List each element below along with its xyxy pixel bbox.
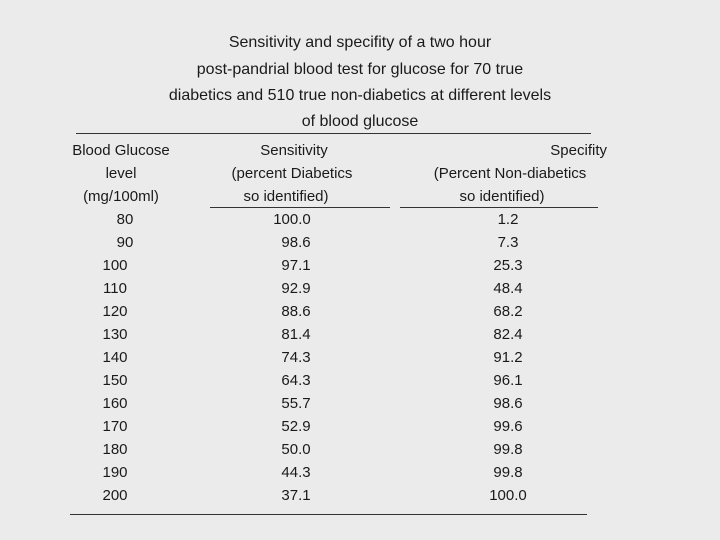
title-line: of blood glucose: [301, 113, 419, 130]
sensitivity-cell: 37.1: [281, 487, 311, 504]
glucose-cell: 200: [102, 487, 128, 504]
specificity-cell: 1.2: [497, 211, 519, 228]
glucose-cell: 140: [102, 349, 128, 366]
glucose-cell: 150: [102, 372, 128, 389]
header-specificity: Specifity: [550, 142, 607, 159]
glucose-cell: 160: [102, 395, 128, 412]
specificity-cell: 82.4: [493, 326, 523, 343]
specificity-cell: 91.2: [493, 349, 523, 366]
header-specificity: so identified): [459, 188, 545, 205]
header-glucose: level: [105, 165, 137, 182]
header-rule-specificity: [400, 207, 598, 208]
specificity-cell: 99.6: [493, 418, 523, 435]
glucose-cell: 170: [102, 418, 128, 435]
specificity-cell: 96.1: [493, 372, 523, 389]
sensitivity-cell: 88.6: [281, 303, 311, 320]
glucose-cell: 190: [102, 464, 128, 481]
sensitivity-cell: 98.6: [281, 234, 311, 251]
glucose-cell: 110: [103, 280, 127, 297]
header-glucose: Blood Glucose: [72, 142, 170, 159]
specificity-cell: 100.0: [489, 487, 527, 504]
header-glucose: (mg/100ml): [83, 188, 159, 205]
top-rule: [76, 133, 591, 134]
title-line: Sensitivity and specifity of a two hour: [228, 34, 492, 51]
sensitivity-cell: 50.0: [281, 441, 311, 458]
specificity-cell: 25.3: [493, 257, 523, 274]
sensitivity-cell: 92.9: [281, 280, 311, 297]
sensitivity-cell: 64.3: [281, 372, 311, 389]
glucose-cell: 90: [116, 234, 134, 251]
glucose-cell: 120: [102, 303, 128, 320]
bottom-rule: [70, 514, 587, 515]
title-line: post-pandrial blood test for glucose for…: [196, 61, 524, 78]
specificity-cell: 99.8: [493, 464, 523, 481]
sensitivity-cell: 44.3: [281, 464, 311, 481]
header-sensitivity: (percent Diabetics: [231, 165, 353, 182]
glucose-cell: 130: [102, 326, 128, 343]
sensitivity-cell: 81.4: [281, 326, 311, 343]
specificity-cell: 99.8: [493, 441, 523, 458]
glucose-cell: 180: [102, 441, 128, 458]
sensitivity-cell: 100.0: [273, 211, 311, 228]
specificity-cell: 7.3: [497, 234, 519, 251]
sensitivity-cell: 97.1: [281, 257, 311, 274]
specificity-cell: 98.6: [493, 395, 523, 412]
header-specificity: (Percent Non-diabetics: [433, 165, 587, 182]
glucose-cell: 80: [116, 211, 134, 228]
title-line: diabetics and 510 true non-diabetics at …: [168, 87, 552, 104]
sensitivity-cell: 55.7: [281, 395, 311, 412]
specificity-cell: 48.4: [493, 280, 523, 297]
header-sensitivity: so identified): [243, 188, 329, 205]
sensitivity-cell: 52.9: [281, 418, 311, 435]
specificity-cell: 68.2: [493, 303, 523, 320]
header-sensitivity: Sensitivity: [260, 142, 328, 159]
glucose-cell: 100: [102, 257, 128, 274]
sensitivity-cell: 74.3: [281, 349, 311, 366]
header-rule-sensitivity: [210, 207, 390, 208]
